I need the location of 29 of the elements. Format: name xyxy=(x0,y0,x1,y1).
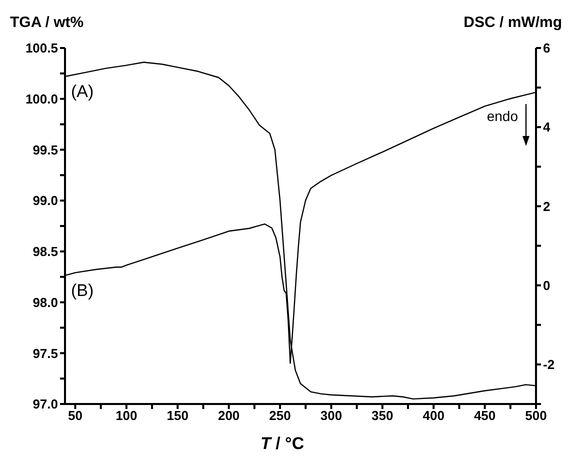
y2-tick-label: 0 xyxy=(543,278,550,293)
y-tick-label: 100.5 xyxy=(25,40,58,56)
y-tick-label: 100.0 xyxy=(25,91,58,106)
y2-tick-label: 6 xyxy=(543,40,550,56)
y-tick-label: 97.5 xyxy=(32,346,58,361)
x-tick-label: 250 xyxy=(269,408,291,424)
y-tick-label: 98.5 xyxy=(32,244,58,260)
x-axis-title: T / °C xyxy=(260,434,304,454)
y2-axis-title: DSC / mW/mg xyxy=(464,14,562,31)
y2-tick-label: -2 xyxy=(543,357,555,372)
x-tick-label: 100 xyxy=(116,408,138,424)
x-tick-label: 150 xyxy=(166,408,188,424)
series-label: (A) xyxy=(71,82,94,102)
y2-tick-label: 2 xyxy=(543,198,550,214)
series-label: (B) xyxy=(71,281,94,302)
y2-tick-label: 4 xyxy=(543,120,551,135)
x-tick-label: 450 xyxy=(474,408,496,424)
y-tick-label: 97.0 xyxy=(32,396,58,412)
annotation: endo xyxy=(486,108,518,124)
y-tick-label: 98.0 xyxy=(32,294,58,310)
y-axis-title: TGA / wt% xyxy=(10,14,84,31)
x-tick-label: 200 xyxy=(218,408,240,424)
x-tick-label: 500 xyxy=(525,408,547,424)
x-tick-label: 350 xyxy=(372,408,394,424)
x-tick-label: 300 xyxy=(320,408,342,424)
y-tick-label: 99.0 xyxy=(32,193,58,208)
x-tick-label: 50 xyxy=(68,408,82,424)
y-tick-label: 99.5 xyxy=(32,142,58,158)
x-tick-label: 400 xyxy=(422,408,444,424)
